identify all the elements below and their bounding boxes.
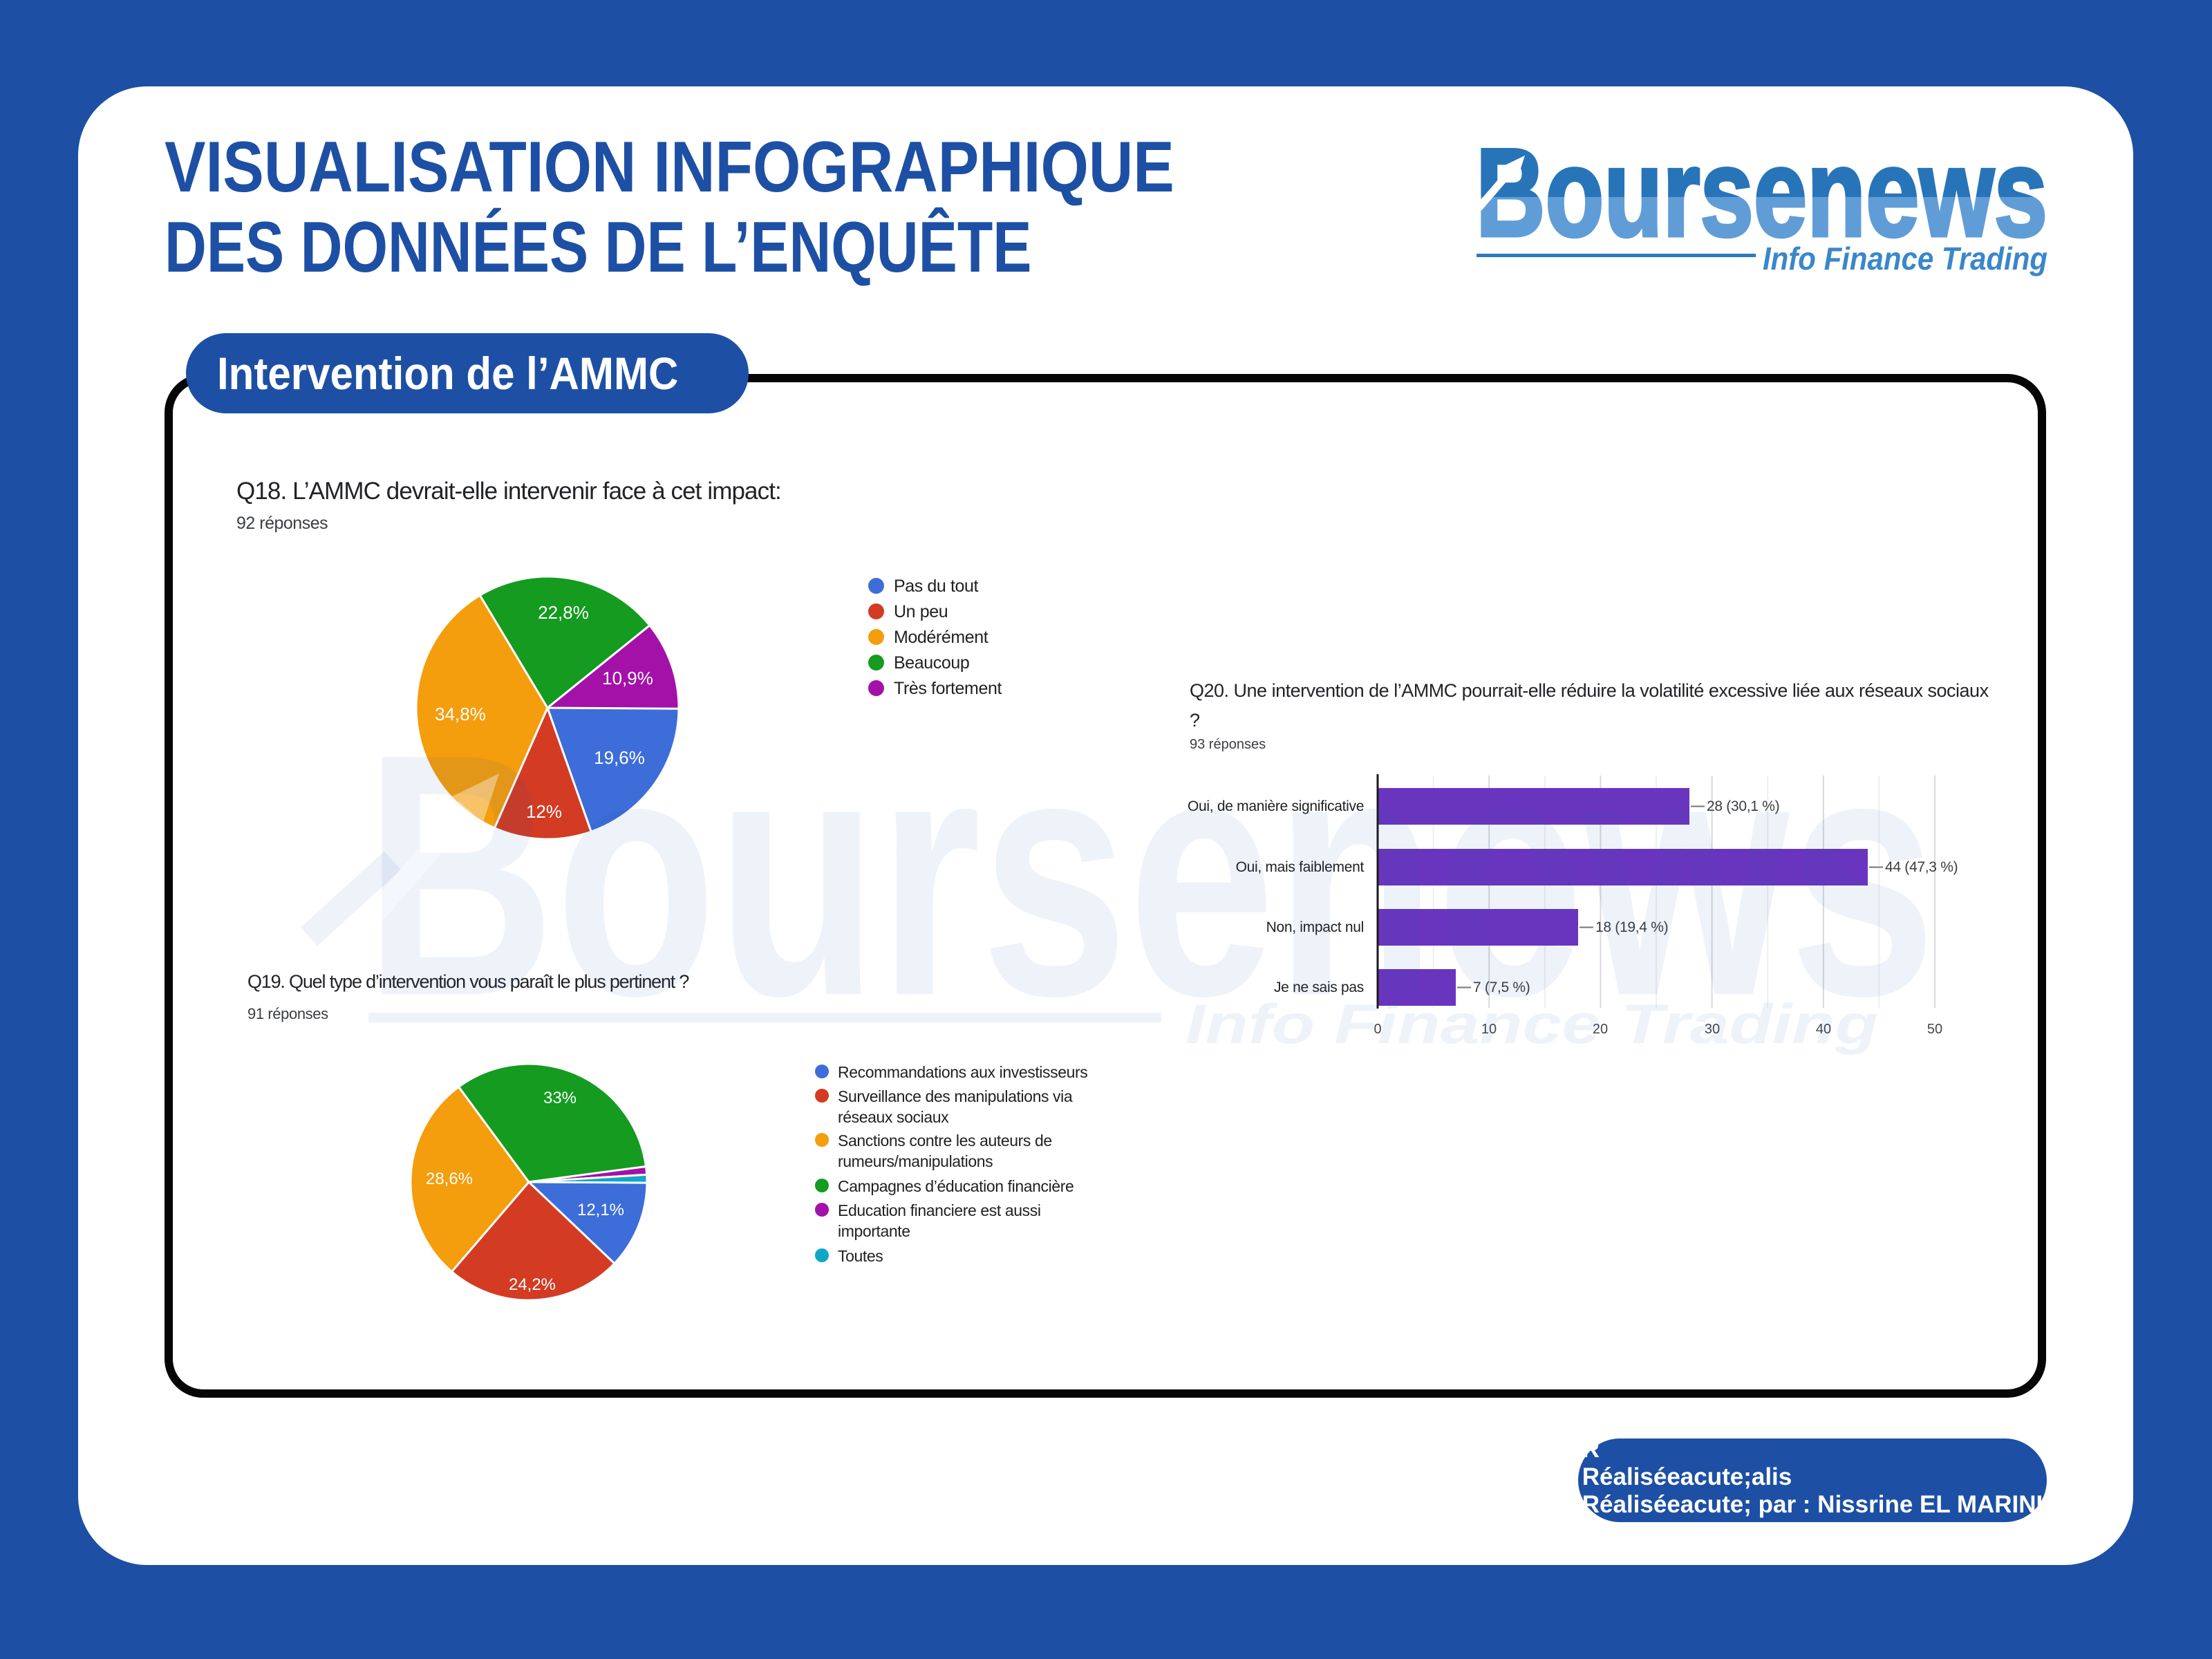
svg-text:22,8%: 22,8% xyxy=(538,602,589,623)
svg-text:12,1%: 12,1% xyxy=(577,1201,624,1219)
svg-text:19,6%: 19,6% xyxy=(594,747,645,768)
svg-text:Info Finance Trading: Info Finance Trading xyxy=(1763,241,2047,276)
svg-text:Boursenews: Boursenews xyxy=(1476,139,2047,263)
svg-text:28,6%: 28,6% xyxy=(426,1170,473,1188)
svg-text:12%: 12% xyxy=(526,801,562,822)
svg-text:24,2%: 24,2% xyxy=(509,1275,556,1294)
svg-text:34,8%: 34,8% xyxy=(435,704,486,724)
svg-text:33%: 33% xyxy=(543,1089,577,1107)
svg-text:10,9%: 10,9% xyxy=(602,668,653,688)
